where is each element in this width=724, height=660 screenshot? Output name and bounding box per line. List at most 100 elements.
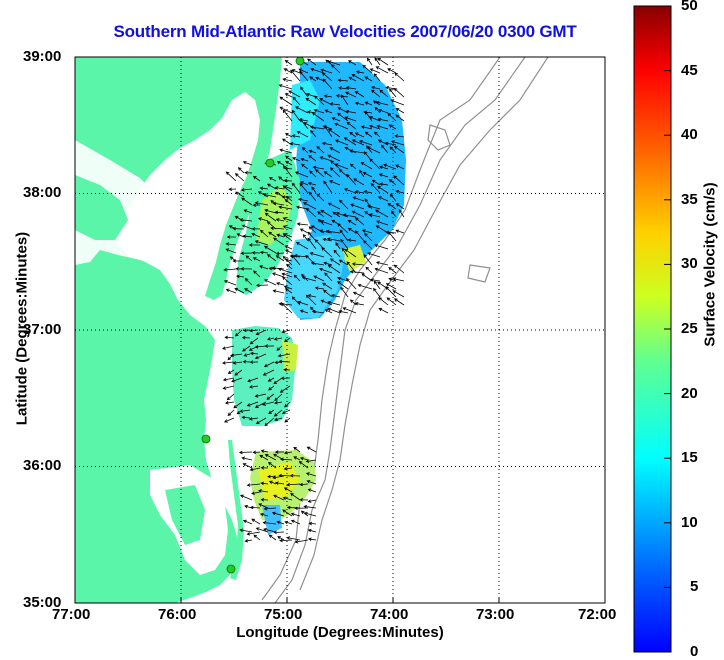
velocity-arrow [354,101,365,106]
velocity-arrow [293,274,301,282]
velocity-arrow [307,537,317,542]
velocity-arrow [241,224,253,230]
velocity-arrow [362,171,373,178]
velocity-arrow [302,202,317,210]
velocity-arrow [254,345,267,349]
velocity-arrow [276,345,283,351]
velocity-arrow [303,504,317,509]
velocity-arrow [347,227,357,234]
velocity-arrow [290,519,301,525]
x-tick-label: 73:00 [476,606,515,623]
velocity-arrow [263,245,277,254]
velocity-arrow [271,511,285,517]
velocity-arrow [388,267,397,274]
velocity-arrow [228,187,237,192]
velocity-arrow [253,270,261,278]
velocity-arrow [274,210,285,215]
y-axis-label: Latitude (Degrees:Minutes) [13,231,31,426]
velocity-arrow [272,475,285,480]
colorbar-tick-label: 45 [681,62,698,79]
velocity-arrow [340,94,349,106]
velocity-arrow [386,297,397,306]
y-tick-label: 39:00 [23,48,62,65]
velocity-arrow [348,76,357,82]
velocity-arrow [300,86,309,98]
velocity-arrow [291,134,301,138]
velocity-arrow [283,178,293,183]
velocity-arrow [264,212,277,222]
velocity-arrow [306,480,317,485]
velocity-arrow [299,456,309,461]
velocity-arrow [296,222,309,226]
velocity-arrow [251,518,261,525]
velocity-arrow [299,498,309,502]
velocity-arrow [237,167,245,174]
velocity-arrow [311,112,325,122]
velocity-arrow [264,454,277,461]
velocity-arrow [239,528,253,533]
velocity-arrow [233,401,243,409]
velocity-arrow [345,109,357,114]
velocity-arrow [383,163,397,170]
velocity-arrow [351,262,365,266]
velocity-arrow [393,145,405,154]
velocity-arrow [364,110,373,122]
velocity-arrow [368,115,381,122]
velocity-arrow [224,335,235,340]
velocity-arrow [360,161,373,170]
velocity-arrow [346,121,357,130]
velocity-arrow [319,156,333,162]
velocity-arrow [249,337,259,345]
velocity-arrow [259,265,269,270]
velocity-arrow [240,251,253,256]
velocity-arrow [324,309,333,314]
velocity-arrow [266,254,277,262]
velocity-arrow [320,68,333,74]
velocity-arrow [296,130,309,138]
lat-lon-grid [75,57,605,603]
velocity-arrow [266,393,275,400]
velocity-arrow [279,538,293,543]
velocity-arrow [349,149,365,154]
velocity-arrow [321,247,333,258]
velocity-arrow [273,337,283,341]
velocity-arrow [393,87,405,98]
y-tick-label: 35:00 [23,594,62,611]
velocity-arrow [310,261,325,266]
velocity-arrow [282,225,293,230]
velocity-arrow [349,270,365,274]
velocity-arrow [299,182,309,194]
velocity-arrow [267,377,275,382]
velocity-arrow [375,100,389,106]
velocity-arrow [335,211,349,218]
velocity-arrow [275,255,285,262]
velocity-arrow [282,276,293,286]
velocity-arrow [227,369,235,374]
velocity-arrow [283,165,293,178]
velocity-arrow [275,191,285,198]
velocity-arrow [314,95,325,106]
velocity-arrow [366,57,373,66]
velocity-arrow [236,233,245,238]
velocity-arrow [371,89,381,98]
velocity-arrow [338,168,349,178]
velocity-arrow [262,401,275,406]
velocity-arrow [299,228,309,234]
velocity-arrow [291,69,301,74]
velocity-arrow [234,287,245,294]
velocity-arrow [280,376,291,381]
velocity-arrow [337,223,349,234]
velocity-arrow [390,140,405,146]
velocity-arrow [283,466,293,471]
velocity-arrow [221,345,235,350]
velocity-arrow [273,409,283,417]
velocity-arrow [336,281,349,290]
velocity-arrow [268,409,275,414]
velocity-arrow [282,509,293,517]
velocity-arrow [312,165,325,170]
velocity-arrow [244,170,253,175]
velocity-arrow [254,393,267,398]
velocity-arrow [335,139,349,146]
velocity-arrow [373,73,381,82]
velocity-arrow [291,182,301,194]
